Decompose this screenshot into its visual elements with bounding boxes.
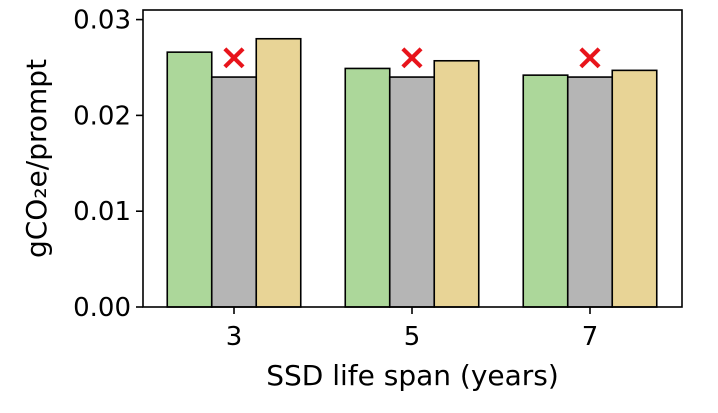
bar-cat3-series1	[166, 51, 213, 308]
y-tick-label: 0.00	[73, 293, 131, 323]
bar-cat7-series3	[611, 69, 658, 308]
y-tick-label: 0.03	[73, 6, 131, 36]
bar-cat7-series2	[566, 76, 614, 308]
x-tick-label: 7	[582, 322, 599, 352]
y-axis-label: gCO₂e/prompt	[20, 59, 53, 258]
x-axis: 3 5 7	[226, 307, 599, 352]
bar-cat3-series3	[255, 37, 302, 308]
bar-cat5-series2	[388, 76, 436, 308]
bar-cat5-series1	[344, 67, 391, 308]
bar-cat5-series3	[433, 59, 480, 308]
y-tick-label: 0.02	[73, 101, 131, 131]
y-tick-label: 0.01	[73, 197, 131, 227]
x-marker-cat5: ×	[397, 37, 427, 78]
bars-group	[166, 37, 658, 308]
bar-cat7-series1	[522, 74, 569, 308]
markers-group: × × ×	[219, 37, 605, 78]
bar-cat3-series2	[210, 76, 258, 308]
x-tick-label: 5	[404, 322, 421, 352]
x-tick-label: 3	[226, 322, 243, 352]
x-marker-cat3: ×	[219, 37, 249, 78]
x-marker-cat7: ×	[575, 37, 605, 78]
x-axis-label: SSD life span (years)	[266, 359, 559, 392]
y-axis: 0.00 0.01 0.02 0.03	[73, 6, 143, 323]
